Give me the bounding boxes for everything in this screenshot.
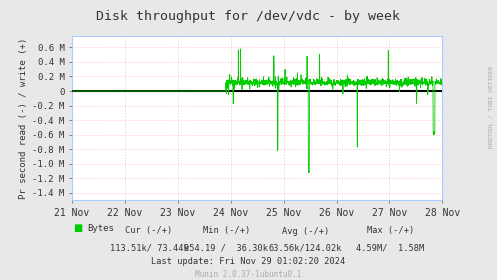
Text: 954.19 /  36.30k: 954.19 / 36.30k xyxy=(184,243,268,252)
Text: Avg (-/+): Avg (-/+) xyxy=(282,227,330,235)
Text: Min (-/+): Min (-/+) xyxy=(202,227,250,235)
Text: Bytes: Bytes xyxy=(87,224,114,233)
Text: Disk throughput for /dev/vdc - by week: Disk throughput for /dev/vdc - by week xyxy=(96,10,401,23)
Text: 113.51k/ 73.44k: 113.51k/ 73.44k xyxy=(110,243,188,252)
Text: Max (-/+): Max (-/+) xyxy=(366,227,414,235)
Text: ■: ■ xyxy=(73,223,83,233)
Text: 63.56k/124.02k: 63.56k/124.02k xyxy=(269,243,342,252)
Text: 4.59M/  1.58M: 4.59M/ 1.58M xyxy=(356,243,424,252)
Text: Cur (-/+): Cur (-/+) xyxy=(125,227,173,235)
Text: RRDTOOL / TOBI OETIKER: RRDTOOL / TOBI OETIKER xyxy=(489,65,494,148)
Text: Last update: Fri Nov 29 01:02:20 2024: Last update: Fri Nov 29 01:02:20 2024 xyxy=(152,257,345,266)
Text: Munin 2.0.37-1ubuntu0.1: Munin 2.0.37-1ubuntu0.1 xyxy=(195,270,302,279)
Y-axis label: Pr second read (-) / write (+): Pr second read (-) / write (+) xyxy=(19,38,28,199)
